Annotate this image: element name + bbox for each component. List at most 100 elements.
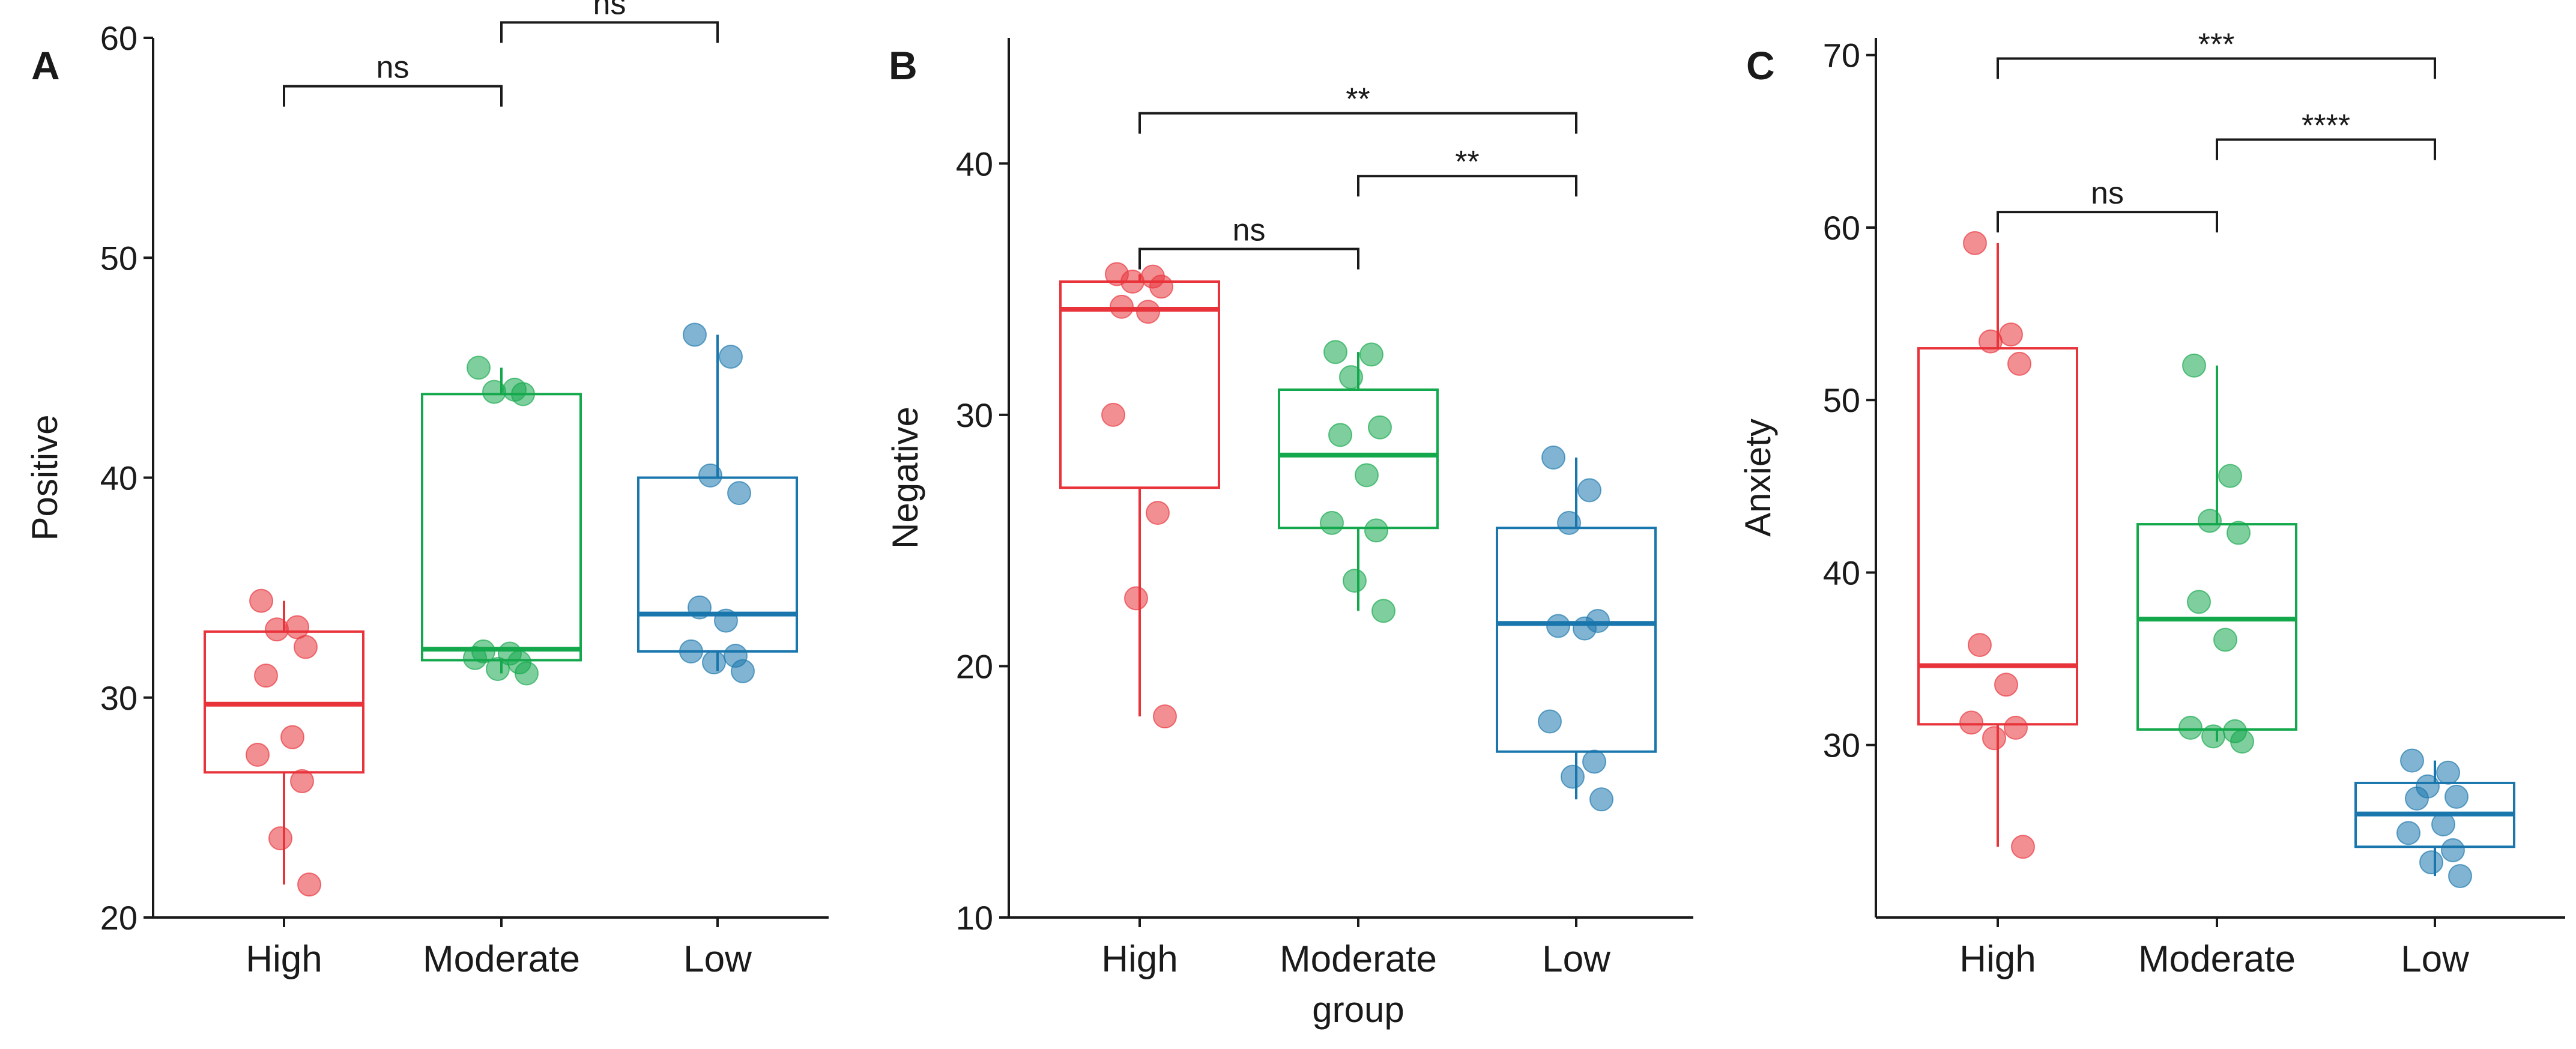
data-point	[1582, 749, 1606, 774]
data-point	[1355, 463, 1379, 488]
data-point	[1573, 616, 1597, 641]
data-point	[2198, 509, 2222, 533]
data-point	[1999, 322, 2023, 347]
data-point	[2230, 730, 2254, 754]
data-point	[249, 588, 273, 613]
box-group-low	[1496, 446, 1657, 812]
sig-label: ****	[2302, 108, 2350, 143]
y-axis-title: Anxiety	[1738, 419, 1778, 537]
data-point	[2405, 786, 2429, 811]
x-tick-label-low: Low	[2401, 939, 2469, 980]
y-tick-label: 40	[1823, 554, 1860, 591]
y-tick-label: 30	[1823, 727, 1860, 764]
box-group-low	[637, 322, 798, 683]
box-group-high	[1917, 231, 2078, 859]
data-point	[1541, 446, 1565, 470]
x-tick-label-moderate: Moderate	[423, 939, 580, 980]
x-tick-label-low: Low	[683, 939, 752, 980]
data-point	[1959, 710, 1983, 735]
data-point	[1149, 274, 1173, 299]
data-point	[702, 650, 726, 675]
y-axis-title: Positive	[25, 414, 65, 540]
data-point	[1339, 365, 1363, 390]
data-point	[731, 659, 755, 683]
data-point	[280, 725, 304, 749]
data-point	[2436, 760, 2460, 785]
data-point	[1328, 423, 1352, 447]
x-tick-label-low: Low	[1542, 939, 1610, 980]
data-point	[2007, 351, 2031, 376]
data-point	[1979, 329, 2003, 354]
data-point	[482, 379, 506, 404]
data-point	[290, 769, 314, 793]
panel-b: B 10 20 30 40 Negative High Moderate Low group ns *…	[885, 38, 1693, 1030]
sig-label: ns	[1233, 213, 1266, 248]
y-tick-label: 30	[100, 679, 138, 717]
data-point	[1320, 510, 1344, 535]
box-group-moderate	[2136, 353, 2297, 754]
data-point	[1557, 510, 1581, 535]
y-tick-label: 20	[100, 899, 138, 937]
data-point	[1982, 726, 2006, 751]
data-point	[1561, 764, 1585, 789]
y-tick-label: 50	[100, 239, 138, 277]
data-point	[1323, 340, 1347, 364]
data-point	[511, 382, 535, 407]
panel-letter: B	[889, 43, 918, 88]
sig-bracket: **	[1357, 145, 1577, 197]
data-point	[1120, 270, 1144, 294]
data-point	[1994, 673, 2018, 697]
sig-bracket-line	[1138, 247, 1359, 270]
data-point	[2213, 627, 2237, 652]
box-group-high	[204, 588, 364, 897]
data-point	[1538, 709, 1562, 734]
data-point	[294, 635, 318, 659]
data-point	[2178, 716, 2203, 740]
box-group-moderate	[421, 355, 582, 686]
data-point	[2400, 748, 2424, 773]
data-point	[2187, 590, 2211, 614]
x-tick-label-moderate: Moderate	[1280, 939, 1437, 980]
sig-bracket-line	[2216, 138, 2436, 160]
data-point	[679, 639, 703, 664]
data-point	[688, 595, 712, 620]
y-tick-label: 30	[956, 396, 993, 434]
y-tick-label: 10	[956, 899, 993, 937]
data-point	[1368, 415, 1392, 440]
box-group-low	[2354, 748, 2515, 889]
data-point	[727, 481, 751, 506]
data-point	[1146, 501, 1170, 525]
y-tick-label: 40	[956, 145, 993, 183]
sig-bracket: ns	[500, 0, 719, 43]
sig-label: ns	[376, 50, 410, 85]
panel-letter: C	[1746, 43, 1775, 88]
box-iqr	[1278, 388, 1439, 530]
sig-bracket-line	[283, 85, 503, 107]
data-point	[1546, 614, 1570, 638]
data-point	[1589, 787, 1613, 812]
data-point	[2218, 464, 2242, 488]
data-point	[254, 664, 278, 688]
data-point	[515, 661, 539, 686]
data-point	[2201, 724, 2225, 749]
sig-bracket-line	[500, 21, 719, 43]
data-point	[2396, 821, 2420, 845]
data-point	[1343, 569, 1367, 593]
data-point	[2441, 838, 2465, 862]
data-point	[265, 617, 289, 642]
sig-bracket-line	[1997, 211, 2218, 233]
sig-bracket: ***	[1997, 27, 2436, 79]
data-point	[486, 657, 510, 682]
sig-bracket: ****	[2216, 108, 2436, 160]
data-point	[1364, 518, 1388, 543]
data-point	[2419, 850, 2443, 875]
y-tick-label: 70	[1823, 37, 1860, 74]
sig-bracket-line	[1357, 175, 1577, 197]
x-axis-title: group	[1312, 990, 1404, 1030]
sig-label: ns	[2091, 176, 2124, 211]
data-point	[719, 345, 743, 369]
sig-bracket: ns	[1138, 213, 1359, 270]
x-tick-label-high: High	[1101, 939, 1178, 980]
